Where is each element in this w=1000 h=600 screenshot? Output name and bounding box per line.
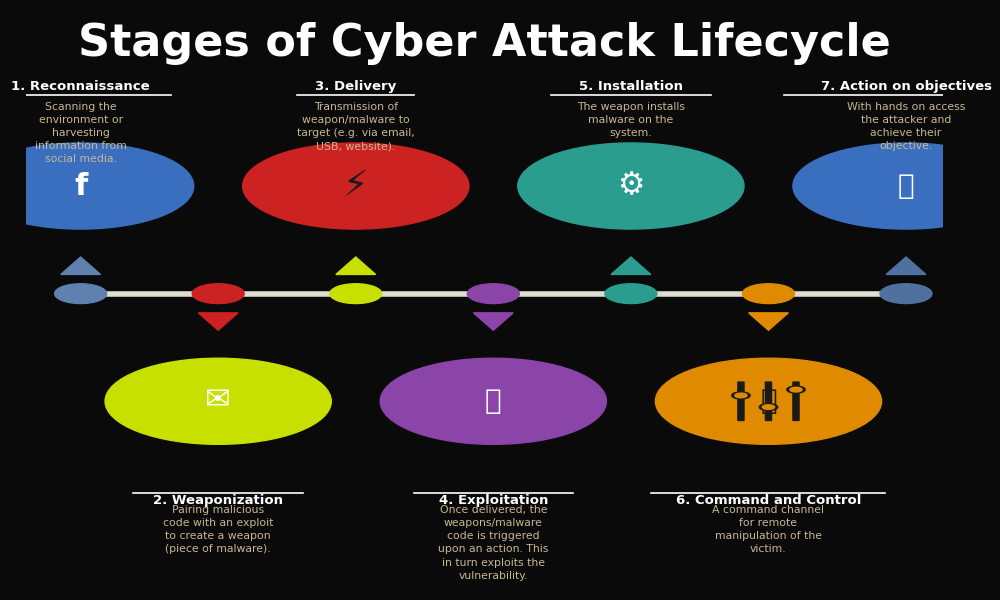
Polygon shape (198, 313, 238, 330)
Ellipse shape (732, 392, 750, 399)
Ellipse shape (192, 284, 244, 304)
Polygon shape (61, 257, 100, 274)
Text: The weapon installs
malware on the
system.: The weapon installs malware on the syste… (577, 101, 685, 138)
Ellipse shape (762, 405, 775, 409)
Ellipse shape (880, 284, 932, 304)
Polygon shape (886, 257, 926, 274)
Text: Stages of Cyber Attack Lifecycle: Stages of Cyber Attack Lifecycle (78, 22, 891, 65)
Ellipse shape (55, 284, 107, 304)
Ellipse shape (742, 284, 794, 304)
Ellipse shape (467, 284, 519, 304)
Text: 6. Command and Control: 6. Command and Control (676, 494, 861, 508)
Polygon shape (336, 257, 376, 274)
Ellipse shape (605, 284, 657, 304)
Text: 4. Exploitation: 4. Exploitation (439, 494, 548, 508)
Ellipse shape (105, 358, 331, 445)
Ellipse shape (243, 143, 469, 229)
Ellipse shape (518, 143, 744, 229)
Polygon shape (611, 257, 651, 274)
Ellipse shape (0, 143, 194, 229)
Text: A command channel
for remote
manipulation of the
victim.: A command channel for remote manipulatio… (712, 505, 824, 554)
Ellipse shape (330, 284, 382, 304)
Text: f: f (74, 172, 87, 200)
Text: 1. Reconnaissance: 1. Reconnaissance (11, 80, 150, 93)
Text: Pairing malicious
code with an exploit
to create a weapon
(piece of malware).: Pairing malicious code with an exploit t… (163, 505, 273, 554)
Polygon shape (749, 313, 788, 330)
Text: 5. Installation: 5. Installation (579, 80, 683, 93)
Ellipse shape (759, 404, 778, 410)
Text: 🔥: 🔥 (485, 387, 502, 415)
FancyBboxPatch shape (793, 382, 799, 421)
Ellipse shape (655, 358, 882, 445)
Ellipse shape (790, 388, 802, 392)
Text: 2. Weaponization: 2. Weaponization (153, 494, 283, 508)
Text: 3. Delivery: 3. Delivery (315, 80, 396, 93)
Ellipse shape (380, 358, 606, 445)
Text: Transmission of
weapon/malware to
target (e.g. via email,
USB, website).: Transmission of weapon/malware to target… (297, 101, 415, 151)
Ellipse shape (787, 386, 805, 393)
Text: Once delivered, the
weapons/malware
code is triggered
upon an action. This
in tu: Once delivered, the weapons/malware code… (438, 505, 549, 581)
FancyBboxPatch shape (738, 382, 744, 421)
Ellipse shape (735, 393, 747, 398)
Text: ⚡: ⚡ (343, 169, 368, 203)
Ellipse shape (793, 143, 1000, 229)
Text: ✉: ✉ (205, 387, 231, 416)
Text: ⚙: ⚙ (617, 172, 645, 200)
Polygon shape (473, 313, 513, 330)
FancyBboxPatch shape (765, 382, 772, 421)
Text: :  (760, 387, 777, 415)
Text: 7. Action on objectives: 7. Action on objectives (821, 80, 992, 93)
Text: With hands on access
the attacker and
achieve their
objective.: With hands on access the attacker and ac… (847, 101, 965, 151)
Text: 👍: 👍 (898, 172, 914, 200)
Text: Scanning the
environment or
harvesting
information from
social media.: Scanning the environment or harvesting i… (35, 101, 127, 164)
